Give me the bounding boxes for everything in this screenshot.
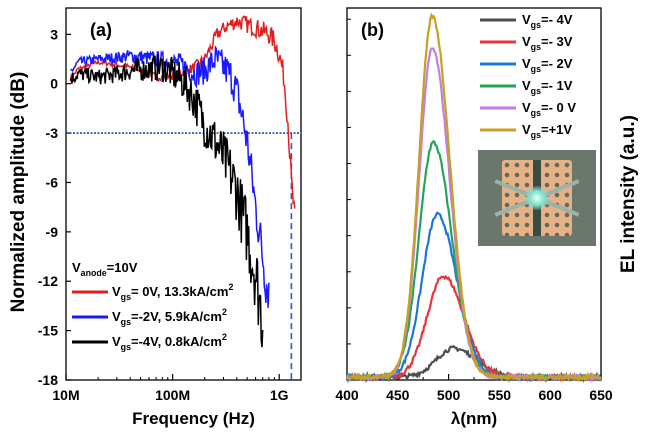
x-tick-label-a: 100M: [155, 387, 190, 403]
y-tick-label-a: -9: [46, 224, 59, 240]
legend-label-b-3: Vgs=- 1V: [522, 78, 573, 96]
device-micrograph-inset: [478, 150, 596, 246]
series-line-b-5: [346, 12, 602, 383]
y-tick-label-a: 3: [50, 26, 58, 42]
x-tick-label-b: 600: [539, 387, 563, 403]
series-line-b-1: [345, 274, 602, 383]
y-tick-label-a: 0: [50, 76, 58, 92]
y-axis-label-b: EL intensity (a.u.): [618, 115, 639, 273]
series-line-a-0: [69, 15, 296, 209]
legend-label-a-2: Vgs=-4V, 0.8kA/cm2: [112, 332, 227, 352]
panel-label-b: (b): [361, 20, 384, 40]
panel-a-frame: [65, 7, 302, 381]
x-axis-label-b: λ(nm): [451, 409, 497, 428]
legend-label-b-1: Vgs=- 3V: [522, 34, 573, 52]
x-tick-label-b: 650: [589, 387, 613, 403]
x-tick-label-b: 500: [437, 387, 461, 403]
x-tick-label-b: 400: [335, 387, 359, 403]
y-tick-label-a: -6: [46, 174, 59, 190]
inset-emission-spot: [524, 186, 550, 210]
x-tick-label-b: 450: [386, 387, 410, 403]
x-tick-label-b: 550: [488, 387, 512, 403]
x-axis-label-a: Frequency (Hz): [132, 409, 255, 428]
y-axis-label-a: Normalized amplitude (dB): [8, 72, 29, 313]
legend-label-a-1: Vgs=-2V, 5.9kA/cm2: [112, 307, 227, 327]
legend-label-b-0: Vgs=- 4V: [522, 12, 573, 30]
x-tick-label-a: 1G: [270, 387, 289, 403]
legend-label-a-0: Vgs= 0V, 13.3kA/cm2: [112, 282, 233, 302]
series-line-a-2: [69, 54, 264, 348]
legend-title-a: Vanode=10V: [72, 260, 138, 278]
x-tick-label-a: 10M: [52, 387, 79, 403]
y-tick-label-a: -12: [38, 273, 58, 289]
y-tick-label-a: -3: [46, 125, 59, 141]
y-tick-label-a: -15: [38, 323, 58, 339]
panel-b: 400 450 500 550 600 650 Vgs=- 4V Vgs=- 3V Vgs=- …: [335, 7, 639, 428]
legend-label-b-5: Vgs=+1V: [522, 122, 572, 140]
legend-label-b-4: Vgs=- 0 V: [522, 100, 576, 118]
panel-label-a: (a): [90, 20, 112, 40]
legend-label-b-2: Vgs=- 2V: [522, 56, 573, 74]
y-tick-label-a: -18: [38, 372, 58, 388]
